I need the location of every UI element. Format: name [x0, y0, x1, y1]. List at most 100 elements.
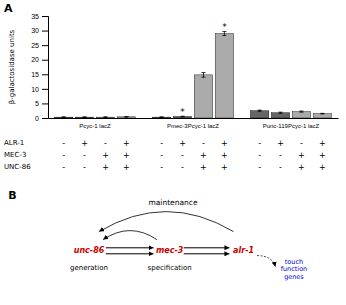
error-bar	[299, 111, 303, 112]
bar	[117, 117, 135, 118]
error-bar-cap	[258, 111, 262, 112]
table-cell: +	[221, 151, 228, 160]
maintenance-arc	[103, 231, 157, 240]
y-tick: 20	[31, 56, 48, 63]
table-cell: +	[123, 151, 130, 160]
arrow	[106, 253, 154, 254]
y-tick-label: 30	[31, 27, 39, 34]
y-axis-title: β-galactosidase units	[8, 29, 16, 104]
y-tick: 35	[31, 13, 48, 20]
figure: 05101520253035β-galactosidase unitsA**Pc…	[0, 0, 346, 305]
y-tick-mark	[42, 103, 48, 104]
gene-label: mec-3	[156, 246, 184, 255]
table-row-label: MEC-3	[4, 151, 26, 159]
bar	[152, 117, 170, 118]
arc-label: maintenance	[148, 198, 198, 207]
error-bar-cap	[222, 35, 226, 36]
bar	[271, 113, 289, 118]
x-tick-label: Pcyc-1 lacZ	[79, 123, 111, 129]
panel-label: B	[8, 189, 16, 202]
table-cell: -	[160, 139, 163, 148]
table-cell: +	[298, 151, 305, 160]
table-cell: -	[258, 163, 261, 172]
error-bar	[320, 113, 324, 115]
table-cell: -	[62, 139, 65, 148]
x-tick: Punc-119Pcyc-1 lacZ	[263, 118, 320, 129]
table-cell: +	[298, 163, 305, 172]
bar	[313, 114, 331, 118]
table-cell: -	[83, 163, 86, 172]
bar	[96, 117, 114, 118]
table-cell: -	[62, 151, 65, 160]
table-cell: +	[179, 139, 186, 148]
error-bar-cap	[299, 111, 303, 112]
error-bar	[258, 110, 262, 111]
error-bar-cap	[124, 117, 128, 118]
error-bar-cap	[320, 113, 324, 114]
y-tick: 10	[31, 86, 48, 93]
table-cell: -	[62, 163, 65, 172]
error-bar-cap	[299, 112, 303, 113]
bar	[292, 112, 310, 118]
y-tick-mark	[42, 118, 48, 119]
error-bar	[279, 112, 283, 113]
error-bar-cap	[201, 72, 205, 73]
table-cell: -	[83, 151, 86, 160]
table-cell: +	[319, 151, 326, 160]
error-bar-cap	[83, 117, 87, 118]
table-cell: +	[221, 163, 228, 172]
y-tick-mark	[42, 16, 48, 17]
y-tick-label: 25	[31, 42, 39, 49]
x-tick: Pmec-3Pcyc-1 lacZ	[167, 118, 219, 129]
x-axis: Pcyc-1 lacZ Pmec-3Pcyc-1 lacZ Punc-119Pcyc…	[49, 118, 339, 129]
table-cell: +	[81, 139, 88, 148]
table-cell: -	[160, 163, 163, 172]
annotation: *	[222, 22, 227, 32]
table-cell: +	[200, 151, 207, 160]
bar-series	[117, 31, 331, 118]
error-bar-cap	[62, 116, 66, 117]
error-bar-cap	[160, 116, 164, 117]
error-bar-cap	[62, 117, 66, 118]
table-cell: +	[123, 163, 130, 172]
error-bar-cap	[160, 117, 164, 118]
x-tick: Pcyc-1 lacZ	[79, 118, 111, 129]
gene-role: generation	[70, 264, 108, 272]
bar	[194, 75, 212, 118]
y-tick-label: 5	[35, 100, 39, 107]
error-bar	[160, 116, 164, 118]
gene-role: specification	[148, 264, 192, 272]
bar	[54, 117, 72, 118]
target-arrow	[257, 256, 275, 267]
bar	[215, 33, 233, 118]
table-cell: -	[258, 151, 261, 160]
y-tick-mark	[42, 31, 48, 32]
y-axis: 05101520253035	[31, 13, 48, 122]
error-bar	[62, 116, 66, 118]
table-row-label: UNC-86	[4, 163, 31, 171]
error-bar-cap	[201, 77, 205, 78]
table-cell: -	[181, 151, 184, 160]
table-cell: -	[300, 139, 303, 148]
table-cell: -	[160, 151, 163, 160]
x-axis-line	[49, 118, 339, 119]
error-bar	[124, 116, 128, 118]
gene-label: alr-1	[233, 246, 254, 255]
error-bar-cap	[279, 113, 283, 114]
annotations: **	[180, 22, 227, 117]
y-tick-mark	[42, 89, 48, 90]
gene-label: unc-86	[74, 246, 105, 255]
y-tick-label: 10	[31, 86, 39, 93]
table-cell: +	[221, 139, 228, 148]
y-tick: 30	[31, 27, 48, 34]
plot-area	[54, 31, 331, 118]
y-tick-label: 20	[31, 56, 39, 63]
bar	[75, 117, 93, 118]
error-bar-cap	[124, 116, 128, 117]
x-tick-label: Punc-119Pcyc-1 lacZ	[263, 123, 320, 129]
table-row-label: ALR-1	[4, 139, 24, 147]
y-tick: 25	[31, 42, 48, 49]
error-bar	[103, 116, 107, 118]
table-cell: +	[200, 163, 207, 172]
error-bar-cap	[279, 112, 283, 113]
